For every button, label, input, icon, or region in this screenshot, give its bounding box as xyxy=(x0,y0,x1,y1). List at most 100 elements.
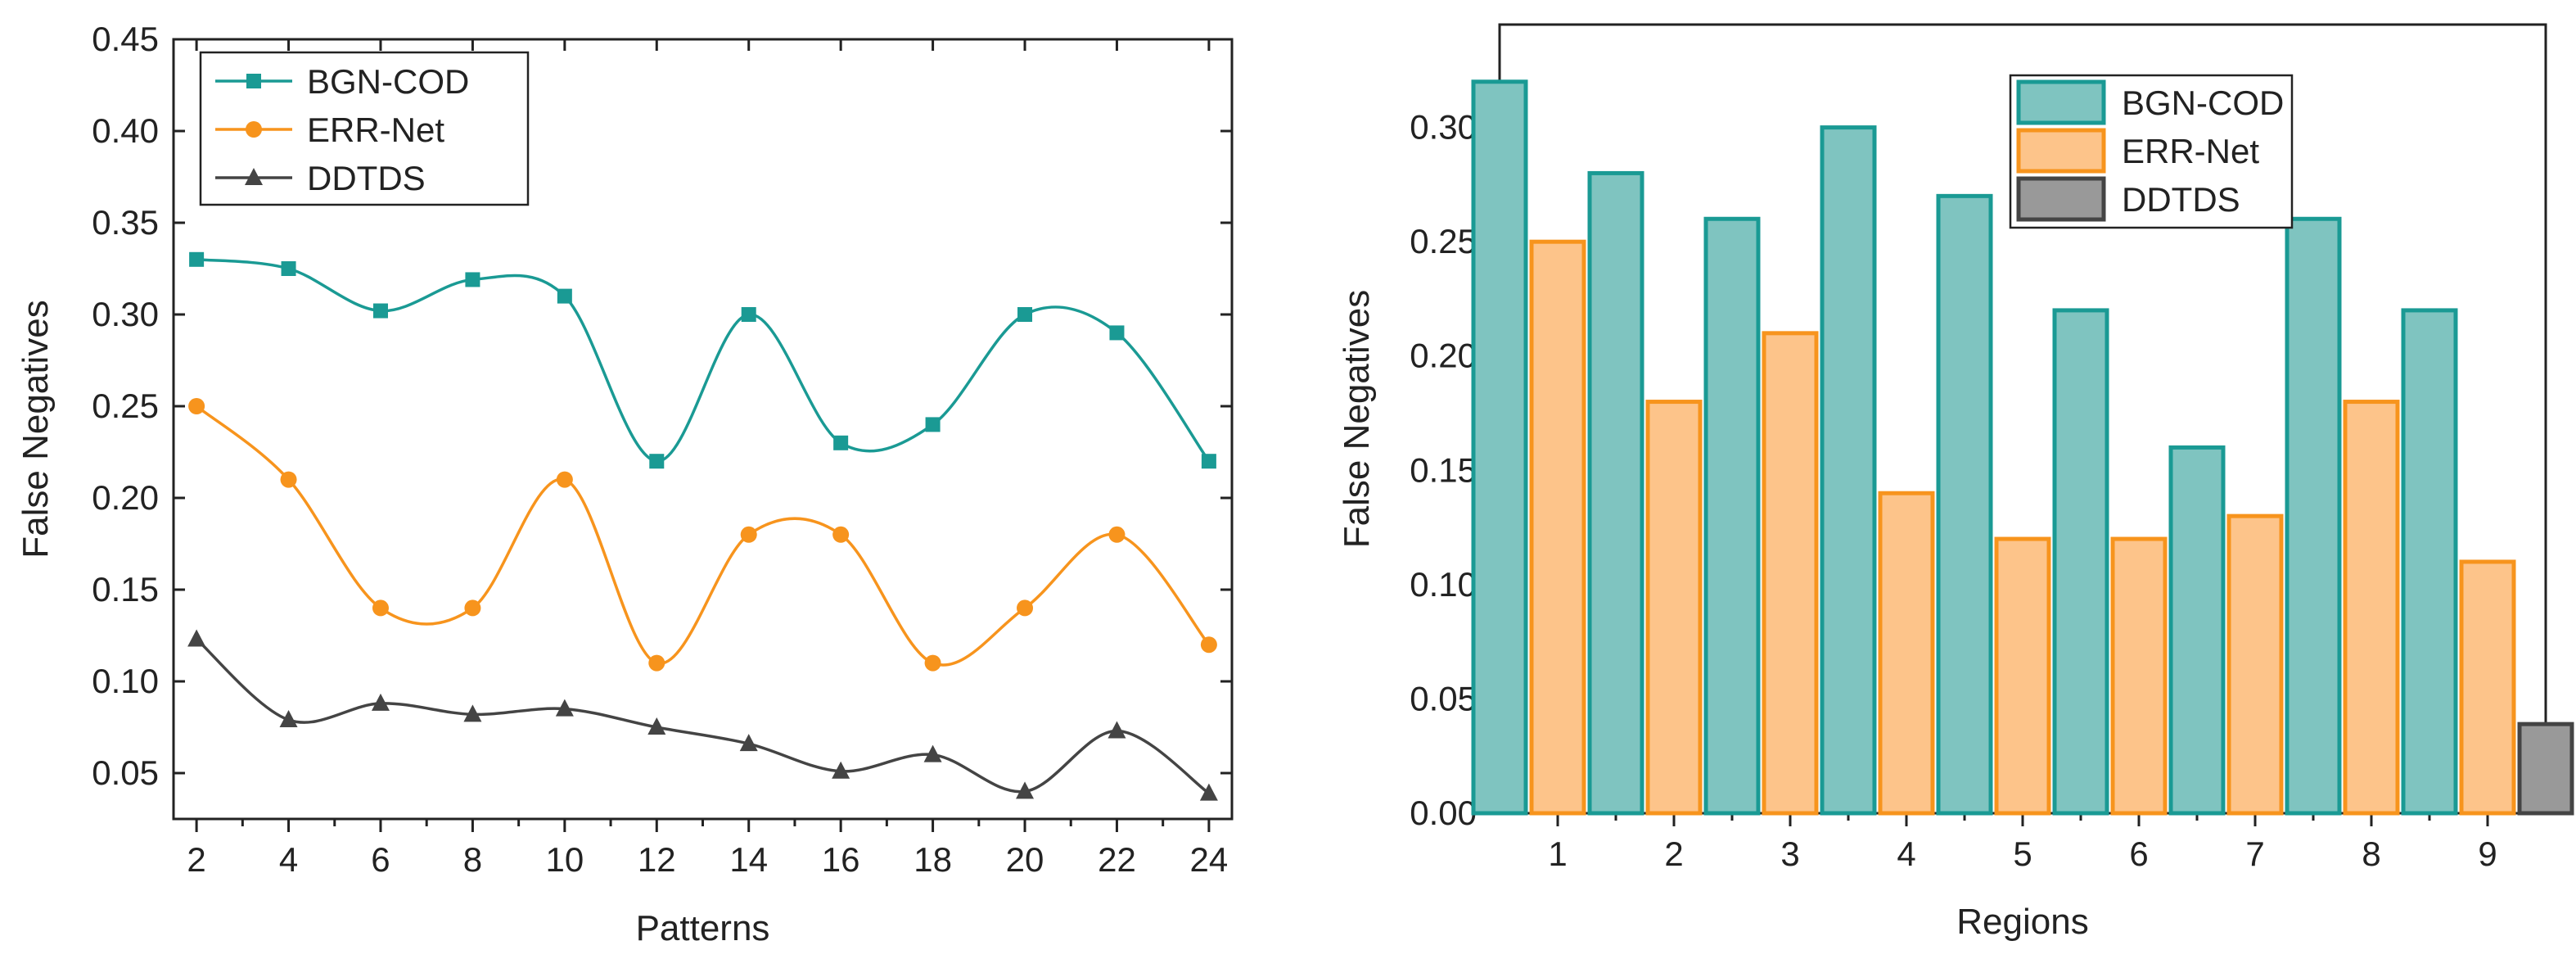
legend-label-bgn-cod: BGN-COD xyxy=(2122,84,2284,122)
data-point-bgn-cod xyxy=(1017,307,1033,322)
y-tick-label: 0.40 xyxy=(92,111,159,150)
series-line-ddtds xyxy=(195,638,1210,795)
data-point-err-net xyxy=(464,599,481,617)
data-point-bgn-cod xyxy=(1201,454,1216,469)
y-tick-label: 0.15 xyxy=(92,570,159,608)
bar-err-net xyxy=(1994,536,2051,816)
x-tick-label: 4 xyxy=(1897,835,1915,873)
series-line-bgn-cod xyxy=(196,258,1211,463)
line-chart-patterns: 0.05 0.10 0.15 0.20 0.25 0.30 0.35 0.40 0.45 2 4 6 8… xyxy=(16,20,1234,948)
data-point-bgn-cod xyxy=(281,261,296,276)
y-axis-title: False Negatives xyxy=(16,300,56,558)
data-point-ddtds xyxy=(463,704,482,722)
x-tick-label: 9 xyxy=(2478,835,2497,873)
x-tick-label: 12 xyxy=(638,840,676,879)
bar-err-net xyxy=(2226,513,2284,816)
bar-err-net xyxy=(2459,559,2516,816)
data-point-ddtds xyxy=(1108,721,1126,739)
data-point-err-net xyxy=(1200,636,1217,654)
y-axis-title: False Negatives xyxy=(1337,290,1377,548)
x-tick-label: 2 xyxy=(187,840,205,879)
x-tick-label: 7 xyxy=(2245,835,2264,873)
bar-bgn-cod xyxy=(1936,193,1993,816)
x-tick-label: 10 xyxy=(545,840,584,879)
data-point-bgn-cod xyxy=(741,307,756,322)
data-point-ddtds xyxy=(555,699,574,717)
bar-err-net xyxy=(1529,239,1586,816)
data-point-err-net xyxy=(924,654,941,672)
data-point-bgn-cod xyxy=(833,435,849,450)
data-point-ddtds xyxy=(187,629,206,647)
data-point-ddtds xyxy=(739,734,758,752)
data-point-bgn-cod xyxy=(465,272,480,287)
bar-bgn-cod xyxy=(1471,79,1528,816)
y-tick-label: 0.30 xyxy=(92,295,159,333)
data-point-ddtds xyxy=(1016,781,1035,799)
x-tick-label: 20 xyxy=(1006,840,1044,879)
data-point-err-net xyxy=(832,526,850,543)
data-point-err-net xyxy=(1017,599,1034,617)
data-point-err-net xyxy=(1108,526,1126,543)
data-point-err-net xyxy=(740,526,757,543)
legend-marker-bgn-cod xyxy=(246,74,261,88)
bar-ddtds xyxy=(2517,722,2574,816)
legend-marker-err-net xyxy=(246,121,262,138)
y-tick-label: 0.10 xyxy=(1410,565,1477,604)
legend-swatch-bgn-cod xyxy=(2016,79,2106,125)
bar-err-net xyxy=(1878,491,1935,816)
x-tick-label: 18 xyxy=(914,840,952,879)
y-tick-label: 0.45 xyxy=(92,20,159,58)
data-point-bgn-cod xyxy=(925,417,941,432)
data-point-ddtds xyxy=(923,744,942,762)
legend-swatch-ddtds xyxy=(2016,176,2106,222)
bar-chart-regions: 0.00 0.05 0.10 0.15 0.20 0.25 0.30 1 2 3 4 5 6 7 8 9 Reg… xyxy=(1337,23,2574,942)
x-tick-label: 6 xyxy=(371,840,390,879)
legend-label-err-net: ERR-Net xyxy=(307,111,444,149)
series-line-err-net xyxy=(196,405,1211,667)
y-tick-label: 0.20 xyxy=(92,478,159,517)
bar-err-net xyxy=(1645,400,1703,816)
bar-err-net xyxy=(2343,400,2400,816)
bar-bgn-cod xyxy=(1587,170,1644,816)
x-tick-label: 8 xyxy=(2362,835,2380,873)
x-tick-label: 5 xyxy=(2013,835,2032,873)
data-point-ddtds xyxy=(279,710,298,728)
data-point-ddtds xyxy=(1199,783,1218,801)
y-tick-label: 0.00 xyxy=(1410,794,1477,832)
data-point-ddtds xyxy=(371,693,390,711)
bar-err-net xyxy=(1762,331,1819,816)
y-tick-label: 0.20 xyxy=(1410,337,1477,375)
data-point-bgn-cod xyxy=(189,251,205,267)
x-tick-label: 14 xyxy=(729,840,768,879)
y-tick-label: 0.15 xyxy=(1410,450,1477,489)
y-tick-label: 0.35 xyxy=(92,203,159,242)
data-point-bgn-cod xyxy=(649,454,665,469)
data-point-err-net xyxy=(372,599,389,617)
legend-label-ddtds: DDTDS xyxy=(307,159,426,197)
data-point-bgn-cod xyxy=(557,288,572,304)
bar-bgn-cod xyxy=(2052,308,2109,816)
data-point-ddtds xyxy=(647,717,666,735)
bar-bgn-cod xyxy=(2168,445,2226,816)
data-point-err-net xyxy=(648,654,665,672)
y-tick-label: 0.25 xyxy=(92,387,159,425)
bar-bgn-cod xyxy=(1820,125,1877,816)
y-tick-label: 0.10 xyxy=(92,662,159,700)
x-tick-label: 8 xyxy=(463,840,482,879)
legend-swatch-err-net xyxy=(2016,128,2106,174)
bar-bgn-cod xyxy=(2401,308,2458,816)
data-point-err-net xyxy=(280,471,297,488)
legend-label-err-net: ERR-Net xyxy=(2122,132,2259,170)
x-tick-label: 6 xyxy=(2129,835,2148,873)
y-tick-label: 0.05 xyxy=(1410,679,1477,717)
bar-err-net xyxy=(2110,536,2168,816)
y-tick-label: 0.05 xyxy=(92,753,159,792)
x-tick-label: 4 xyxy=(279,840,298,879)
x-tick-label: 3 xyxy=(1780,835,1799,873)
bar-bgn-cod xyxy=(1703,216,1761,816)
data-point-err-net xyxy=(556,471,573,488)
x-tick-label: 2 xyxy=(1664,835,1683,873)
bar-bgn-cod xyxy=(2285,216,2342,816)
data-point-bgn-cod xyxy=(372,303,388,319)
